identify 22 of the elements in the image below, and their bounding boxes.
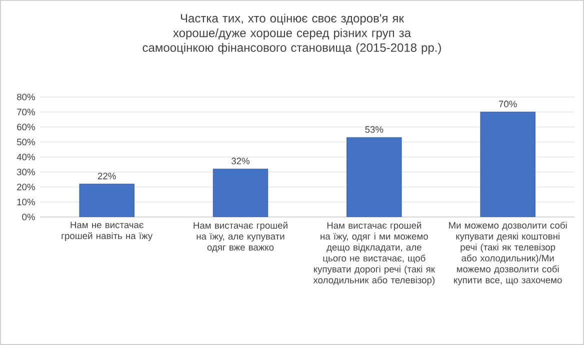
x-tick-label: Ми можемо дозволити собі купувати деякі коштовні речі (такі як телевізор або холодильник)/Ми можемо дозволити собі купити все, що захочемо	[449, 222, 567, 286]
x-tick-label: Нам вистачає грошей на їжу, але купувати одяг вже важко	[194, 222, 288, 252]
bar	[480, 112, 536, 217]
y-tick-label: 30%	[16, 168, 35, 176]
y-tick-label: 80%	[17, 94, 35, 100]
bar	[346, 137, 402, 217]
y-tick-label: 70%	[17, 108, 35, 116]
y-tick-label: 10%	[17, 198, 35, 206]
data-label: 53%	[365, 126, 384, 133]
x-tick-label: Нам вистачає грошей на їжу, одяг і ми можемо дещо відкладати, але цього не вистачає, щоб купувати дорогі речі (такі як холодильник або телевізор)	[313, 222, 435, 286]
y-tick-label: 20%	[17, 184, 35, 190]
bar	[79, 184, 134, 217]
chart-title: Частка тих, хто оцінює своє здоров'я як хороше/дуже хороше серед різних груп за самооцінкою фінансового становища (2015-2018 рр.)	[142, 14, 441, 54]
data-label: 22%	[98, 172, 116, 180]
y-tick-label: 40%	[16, 154, 35, 160]
y-tick-label: 60%	[17, 124, 35, 130]
data-label: 32%	[232, 158, 250, 164]
y-tick-label: 0%	[22, 214, 35, 220]
data-label: 70%	[498, 100, 517, 108]
x-tick-label: Нам не вистачає грошей навіть на їжу	[62, 222, 153, 241]
bar	[212, 168, 268, 217]
y-tick-label: 50%	[16, 138, 35, 146]
